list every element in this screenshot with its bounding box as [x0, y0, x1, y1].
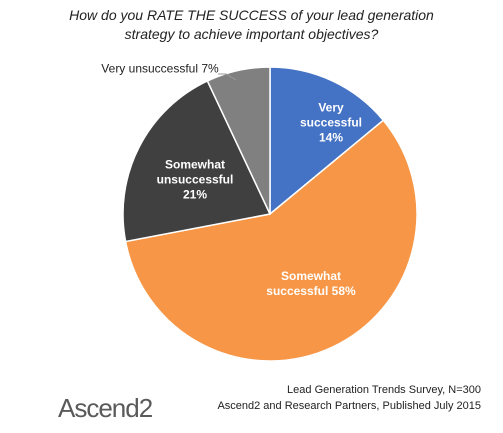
pie-slice — [269, 66, 385, 216]
value-label: 7% — [201, 61, 219, 76]
slice-label: Somewhat successful 58% — [257, 269, 365, 299]
category-name: Very successful — [299, 100, 363, 130]
chart-title: How do you RATE THE SUCCESS of your lead… — [69, 7, 434, 42]
value-label: 58% — [331, 284, 356, 298]
slice-label: Very unsuccessful 7% — [101, 62, 218, 77]
source-line: Ascend2 and Research Partners, Published… — [217, 400, 481, 412]
leader-line — [218, 73, 237, 81]
value-label: 14% — [318, 130, 344, 145]
category-name: Somewhat unsuccessful — [156, 157, 234, 187]
source-line: Lead Generation Trends Survey, N=300 — [287, 384, 481, 396]
pie-slice — [124, 119, 418, 362]
logo: Ascend2 — [58, 393, 153, 423]
value-label: 21% — [182, 187, 208, 202]
pie-slice — [122, 79, 272, 243]
pie-slice — [206, 66, 271, 215]
category-name: Somewhat successful — [266, 269, 341, 298]
slice-label: Very successful 14% — [295, 101, 367, 146]
slice-label: Somewhat unsuccessful 21% — [149, 158, 241, 203]
category-name: Very unsuccessful — [101, 61, 199, 76]
